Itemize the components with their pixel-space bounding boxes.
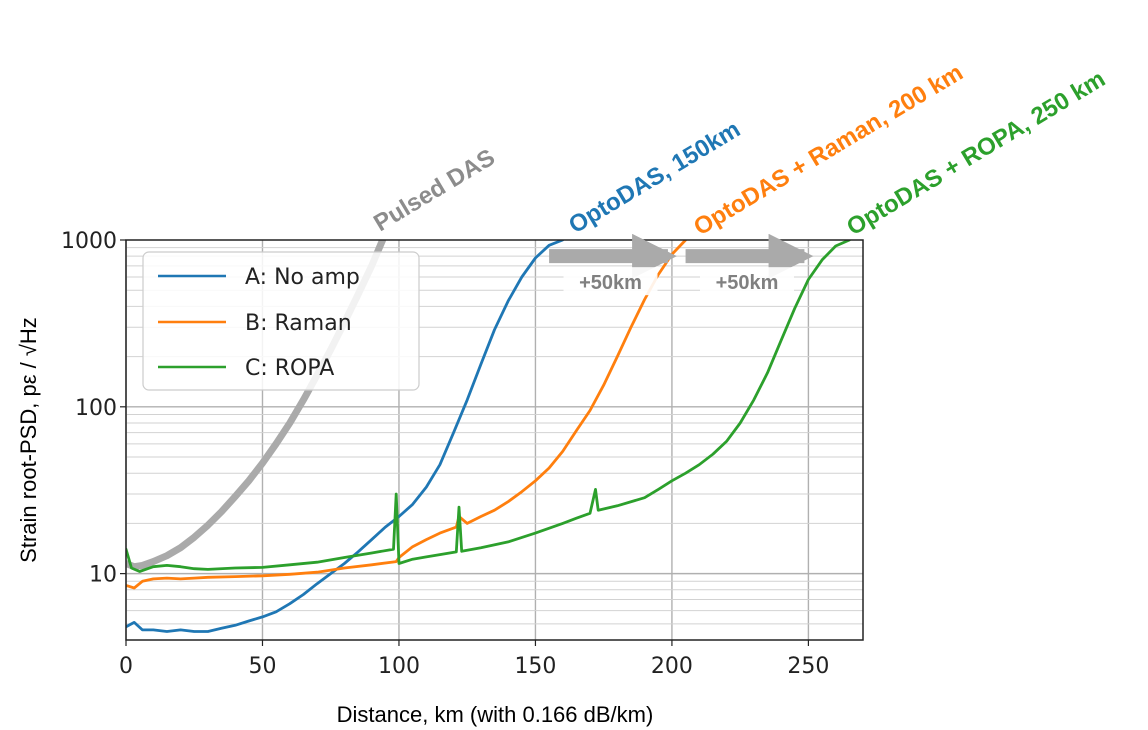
annotation-pulsed-das: Pulsed DAS <box>369 144 500 237</box>
series-line-b-raman <box>126 240 687 590</box>
axis-ticks: 0 50 100 150 200 250 10 100 1000 <box>61 229 829 679</box>
shift-arrows: +50km +50km <box>549 233 814 296</box>
x-tick-label: 250 <box>787 654 829 679</box>
grid-lines <box>125 240 863 641</box>
y-tick-label: 1000 <box>61 229 117 254</box>
legend-label-no-amp: A: No amp <box>245 265 360 290</box>
plot-frame <box>125 239 864 641</box>
annotation-optodas-ropa-250km: OptoDAS + ROPA, 250 km <box>842 65 1110 241</box>
shift-label-bg <box>563 267 658 296</box>
x-tick-label: 200 <box>651 654 693 679</box>
y-tick-label: 100 <box>75 396 117 421</box>
annotation-optodas-raman-200km: OptoDAS + Raman, 200 km <box>689 59 968 241</box>
x-tick-label: 0 <box>119 654 133 679</box>
legend-label-ropa: C: ROPA <box>245 356 334 381</box>
shift-label: +50km <box>716 272 779 294</box>
shift-label-bg <box>699 267 794 296</box>
x-tick-label: 50 <box>248 654 276 679</box>
x-tick-label: 100 <box>378 654 420 679</box>
y-tick-label: 10 <box>89 563 117 588</box>
shift-label: +50km <box>579 272 642 294</box>
x-axis-label: Distance, km (with 0.166 dB/km) <box>337 702 654 727</box>
x-tick-label: 150 <box>514 654 556 679</box>
y-axis-label: Strain root-PSD, pε / √Hz <box>16 317 41 563</box>
legend: A: No amp B: Raman C: ROPA <box>142 251 420 391</box>
legend-label-raman: B: Raman <box>245 311 352 336</box>
series-line-c-ropa <box>126 240 851 573</box>
legend-box <box>142 251 420 391</box>
